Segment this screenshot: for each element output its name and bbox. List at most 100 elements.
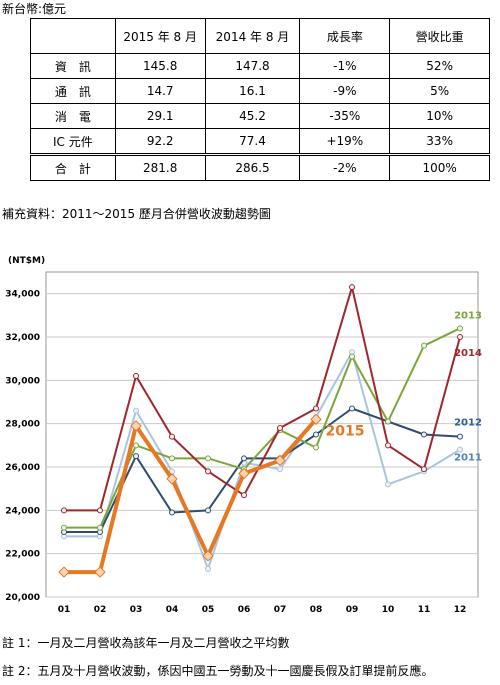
table-cell: 281.8: [114, 153, 206, 181]
table-cell: 45.2: [204, 103, 301, 129]
table-cell: 52%: [389, 53, 490, 79]
point-marker: [130, 420, 142, 432]
series-line: [64, 407, 461, 533]
point-marker: [202, 550, 214, 562]
point-marker: [313, 444, 319, 451]
point-marker: [421, 431, 427, 438]
point-marker: [421, 466, 427, 473]
x-tick-label: 01: [58, 605, 71, 615]
note: 註 2：五月及十月營收波動，係因中國五一勞動及十一國慶長假及訂單提前反應。: [2, 664, 434, 678]
table-cell: 5%: [389, 78, 490, 104]
table-row: IC 元件 92.2 77.4 +19% 33%: [30, 128, 490, 155]
point-marker: [421, 342, 427, 349]
point-marker: [97, 507, 103, 514]
note: 註 1：一月及二月營收為該年一月及二月營收之平均數: [2, 636, 290, 650]
point-marker: [277, 425, 283, 431]
y-tick-label: 20,000: [5, 593, 40, 603]
revenue-table: 2015 年 8 月 2014 年 8 月成長率 營收比重資 訊 145.8 147.8…: [30, 18, 490, 181]
table-row: 資 訊 145.8 147.8 -1% 52%: [30, 53, 490, 79]
x-tick-label: 06: [238, 605, 251, 615]
plot-area: [45, 271, 479, 598]
point-marker: [385, 418, 391, 425]
x-tick-label: 10: [382, 605, 395, 615]
unit-label: 新台幣:億元: [2, 2, 67, 16]
y-tick-label: 30,000: [5, 376, 40, 386]
point-marker: [58, 566, 70, 578]
table-cell: -1%: [299, 53, 391, 79]
y-tick-label: 32,000: [5, 333, 40, 343]
x-tick-label: 08: [310, 605, 323, 615]
y-tick-label: 22,000: [5, 550, 40, 560]
point-marker: [205, 468, 211, 475]
point-marker: [457, 446, 463, 453]
x-tick-label: 07: [274, 605, 287, 615]
x-tick-label: 03: [130, 605, 143, 615]
point-marker: [169, 433, 175, 440]
table-cell: 33%: [389, 128, 490, 155]
table-cell: 10%: [389, 103, 490, 129]
table-cell: 92.2: [114, 128, 206, 155]
point-marker: [169, 509, 175, 516]
series-label: 2011: [454, 453, 482, 464]
point-marker: [133, 442, 139, 449]
table-cell: IC 元件: [30, 128, 116, 155]
table-cell: 147.8: [204, 53, 301, 79]
point-marker: [313, 405, 319, 412]
table-cell: 286.5: [204, 153, 301, 181]
point-marker: [241, 455, 247, 462]
table-cell: 資 訊: [30, 53, 116, 79]
column-header: 成長率: [299, 18, 391, 54]
table-row: 消 電 29.1 45.2 -35% 10%: [30, 103, 490, 129]
y-tick-label: 34,000: [5, 290, 40, 300]
point-marker: [313, 431, 319, 438]
point-marker: [133, 373, 139, 379]
column-header: [30, 18, 116, 54]
table-cell: 消 電: [30, 103, 116, 129]
x-tick-label: 04: [166, 605, 179, 615]
point-marker: [97, 524, 103, 531]
table-cell: 通 訊: [30, 78, 116, 104]
point-marker: [457, 433, 463, 440]
y-tick-label: 24,000: [5, 506, 40, 516]
table-cell: 77.4: [204, 128, 301, 155]
point-marker: [385, 442, 391, 449]
point-marker: [169, 455, 175, 462]
series-line: [64, 418, 318, 575]
series-line: [64, 286, 461, 512]
point-marker: [238, 467, 250, 480]
column-header: 2014 年 8 月: [204, 18, 301, 54]
point-marker: [241, 492, 247, 499]
series-line: [64, 327, 461, 529]
point-marker: [457, 334, 463, 340]
table-cell: 145.8: [114, 53, 206, 79]
x-tick-label: 05: [202, 605, 215, 615]
point-marker: [205, 507, 211, 514]
point-marker: [349, 284, 355, 291]
point-marker: [166, 473, 178, 485]
point-marker: [205, 455, 211, 462]
point-marker: [277, 466, 283, 473]
x-tick-label: 02: [94, 605, 107, 615]
point-marker: [61, 524, 67, 531]
point-marker: [61, 507, 67, 514]
point-marker: [94, 566, 106, 578]
table-row: 通 訊 14.7 16.1 -9% 5%: [30, 78, 490, 104]
series-label: 2014: [454, 348, 482, 359]
point-marker: [274, 454, 286, 467]
column-header: 營收比重: [389, 18, 490, 54]
point-marker: [205, 565, 211, 572]
table-cell: 29.1: [114, 103, 206, 129]
table-cell: 16.1: [204, 78, 301, 104]
point-marker: [385, 481, 391, 488]
table-cell: -2%: [299, 153, 391, 181]
series-label: 2015: [326, 423, 365, 439]
x-tick-label: 09: [346, 605, 359, 615]
table-cell: 100%: [389, 153, 490, 181]
y-tick-label: 26,000: [5, 463, 40, 473]
point-marker: [133, 453, 139, 460]
x-tick-label: 11: [418, 605, 431, 615]
point-marker: [457, 325, 463, 332]
table-row: 合 計 281.8 286.5 -2% 100%: [30, 153, 490, 181]
chart: (NT$M) 20,000 22,000 24,000 26,000 28,000 30,…: [5, 256, 482, 615]
